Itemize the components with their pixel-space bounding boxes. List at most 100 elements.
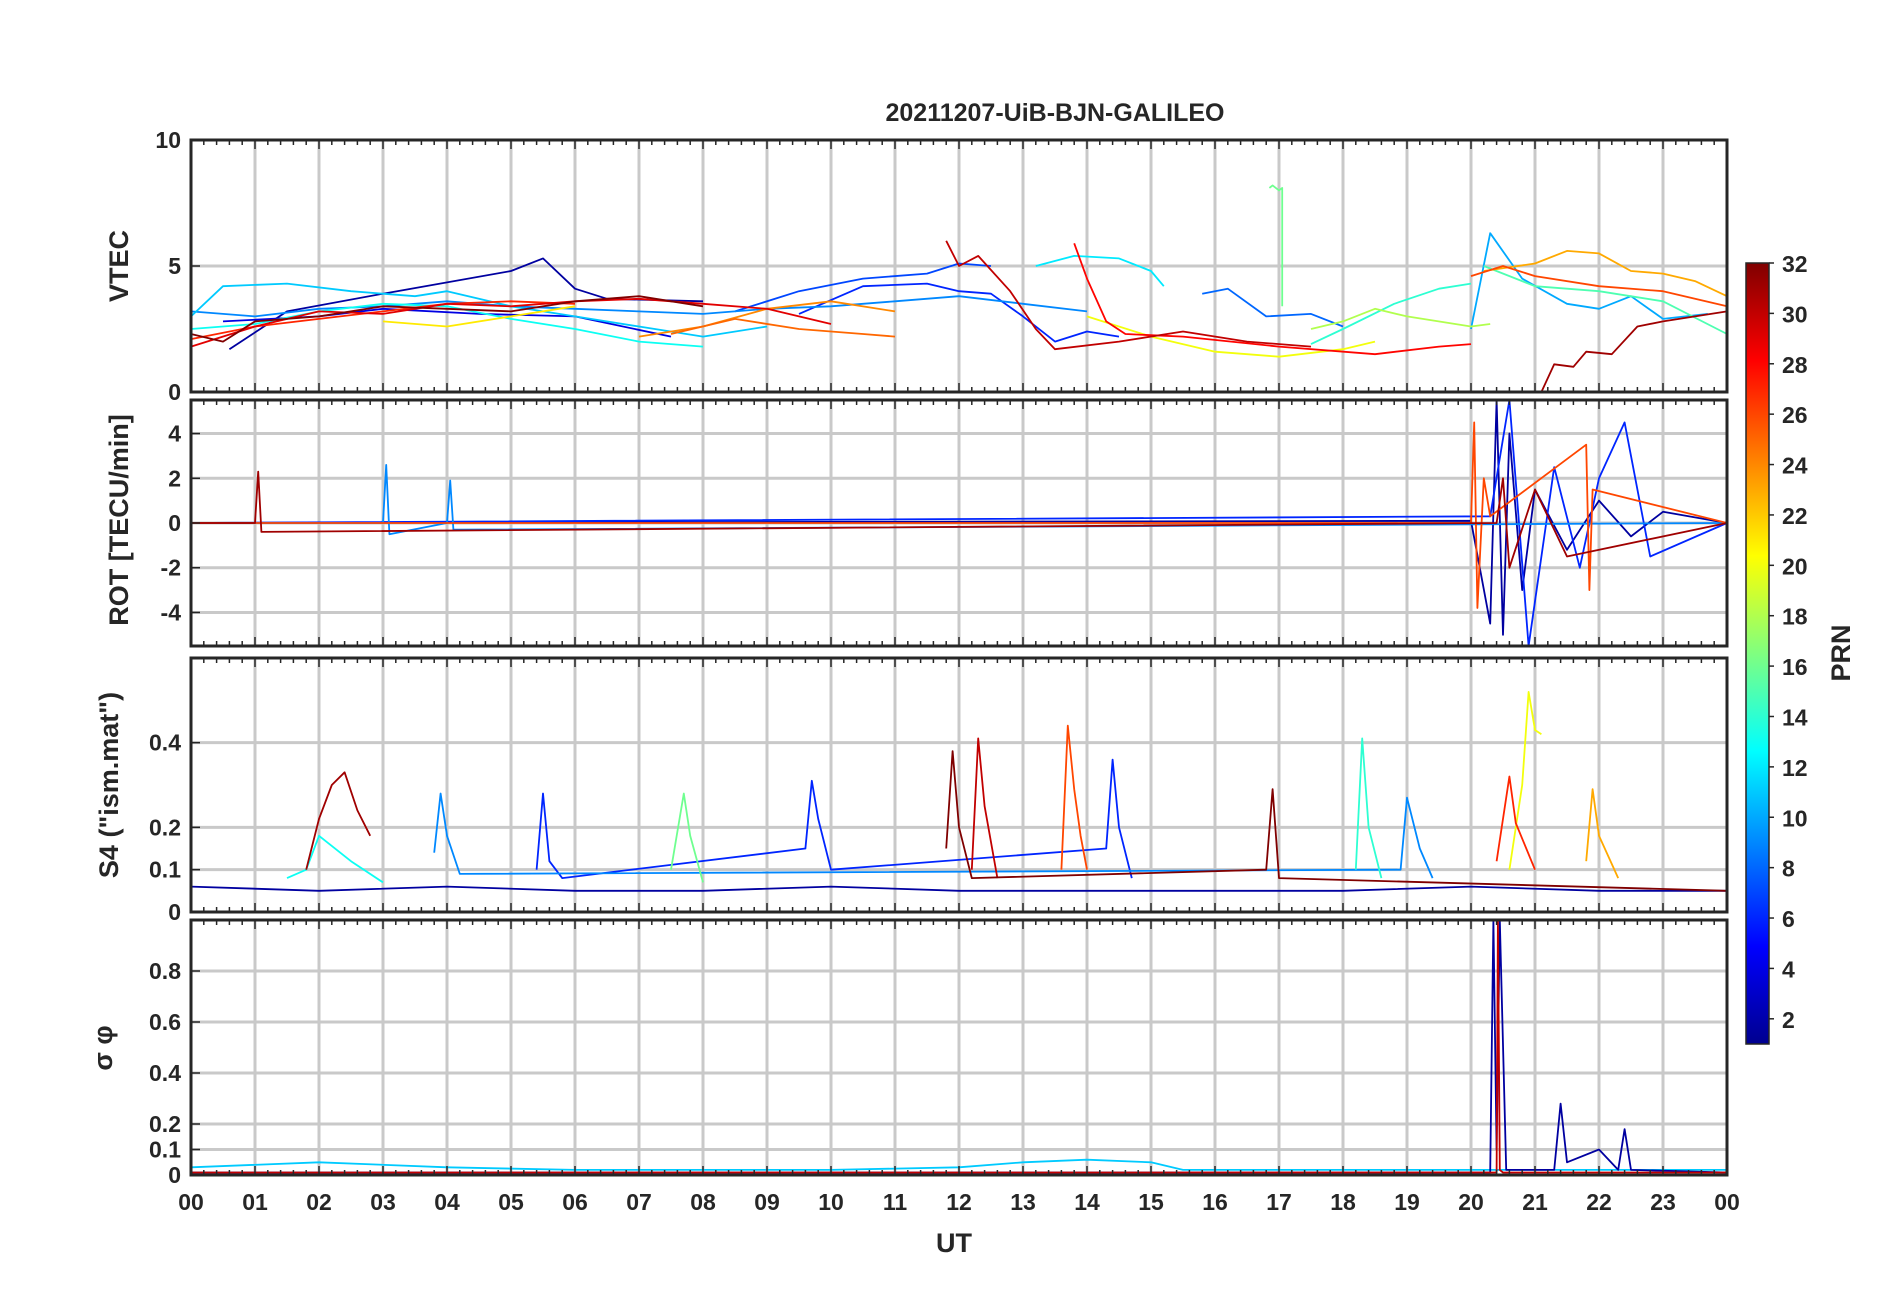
y-tick-label: 0 [168,1162,181,1188]
x-tick-label: 17 [1266,1189,1292,1215]
x-axis-label: UT [936,1228,972,1258]
y-tick-label: 0.1 [149,857,181,883]
panel-sigma-phi: 00.10.2 0.4 0.6 0.8 σ φ 00 01 02 03 04 05 06 07 08 09 1… [88,918,1740,1215]
y-tick-label: 0 [168,510,181,536]
series-prn-32 [190,295,704,343]
series-prn-9 [191,463,1728,536]
x-tick-label: 06 [562,1189,588,1215]
series-prn-30 [970,737,999,879]
colorbar-tick-label: 4 [1782,956,1795,982]
series-prn-26 [191,421,1728,609]
colorbar-tick-label: 22 [1782,503,1808,529]
y-tick-label: 10 [155,127,181,153]
panel-rot: -4 -2 0 2 4 ROT [TECU/min] [104,398,1729,648]
x-tick-label: 00 [178,1189,204,1215]
x-tick-label: 01 [242,1189,268,1215]
y-tick-label: 0.2 [149,1111,181,1137]
y-axis-label: ROT [TECU/min] [104,414,134,625]
colorbar-tick-label: 6 [1782,906,1795,932]
series-prn-6 [535,758,1133,879]
series-prn-6 [798,282,1120,343]
colorbar-tick-label: 18 [1782,604,1808,630]
series-prn-26 [1060,724,1088,870]
y-tick-label: 0.4 [149,1060,181,1086]
x-tick-label: 15 [1138,1189,1164,1215]
x-tick-label: 20 [1458,1189,1484,1215]
colorbar-tick-label: 20 [1782,553,1808,579]
colorbar-tick-label: 14 [1782,704,1808,730]
y-tick-label: 0.8 [149,958,181,984]
y-tick-label: 0.2 [149,814,181,840]
y-axis-label: S4 ("ism.mat") [94,692,124,878]
x-tick-label: 07 [626,1189,652,1215]
series-prn-2 [190,399,1728,636]
colorbar-tick-label: 24 [1782,453,1808,479]
y-tick-label: 5 [168,253,181,279]
colorbar-tick-label: 30 [1782,301,1808,327]
series-prn-6 [190,399,1728,647]
x-tick-label: 16 [1202,1189,1228,1215]
series-prn-2 [191,919,1728,1174]
series-prn-23 [1585,788,1620,879]
series-prn-26 [1470,265,1728,308]
series-prn-14 [1310,282,1472,345]
y-tick-label: 0.6 [149,1009,181,1035]
series-prn-25 [670,317,896,338]
series-prn-13 [286,834,384,884]
series-prn-16 [670,792,704,883]
x-tick-label: 10 [818,1189,844,1215]
x-tick-label: 00 [1714,1189,1740,1215]
series-prn-8 [1202,287,1344,328]
x-tick-label: 22 [1586,1189,1612,1215]
y-tick-label: 4 [168,421,181,447]
series-prn-12 [1035,254,1165,287]
colorbar-tick-label: 10 [1782,805,1808,831]
y-tick-label: 0 [168,899,181,925]
colorbar-tick-label: 28 [1782,352,1808,378]
x-tick-label: 11 [883,1189,908,1215]
y-tick-label: 0.1 [149,1137,181,1163]
series-prn-31 [191,470,1728,569]
x-tick-label: 21 [1522,1189,1548,1215]
series-prn-29 [190,297,832,348]
series-prn-20 [1508,691,1542,870]
series-prn-20 [1086,315,1376,358]
colorbar-scale [1745,262,1770,1045]
x-tick-label: 08 [690,1189,716,1215]
series-prn-18 [1310,307,1491,330]
x-tick-label: 03 [370,1189,396,1215]
y-tick-label: 0.4 [149,730,181,756]
colorbar-tick-label: 32 [1782,251,1808,277]
series-prn-2 [190,885,1727,892]
series-prn-2 [228,257,704,350]
series-prn-14 [1354,737,1383,879]
x-tick-label: 04 [434,1189,460,1215]
x-tick-label: 19 [1394,1189,1420,1215]
series-prn-21 [382,305,576,328]
series-prn-28 [1073,242,1472,356]
x-tick-label: 02 [306,1189,332,1215]
panel-vtec: 0 5 10 VTEC [104,127,1729,405]
x-tick-label: 05 [498,1189,524,1215]
y-tick-label: -4 [161,599,182,625]
series-prn-27 [1495,775,1536,871]
series-prn-15 [1483,265,1728,335]
x-tick-label: 13 [1010,1189,1036,1215]
panel-s4: 0 0.1 0.2 0.4 S4 ("ism.mat") [94,656,1729,925]
series-prn-11 [190,282,768,338]
x-tick-label: 09 [754,1189,780,1215]
colorbar-label: PRN [1826,624,1856,681]
series-prn-31 [305,771,372,870]
series-prn-10 [1470,232,1708,330]
chart-title: 20211207-UiB-BJN-GALILEO [885,99,1224,127]
y-axis-label: σ φ [88,1025,118,1070]
series-prn-23 [1483,249,1728,298]
series-prn-9 [433,792,1434,879]
series-prn-31 [1540,310,1728,393]
colorbar-tick-label: 12 [1782,755,1808,781]
x-tick-label: 14 [1074,1189,1100,1215]
series-prn-16 [1268,184,1284,307]
y-axis-label: VTEC [104,230,134,302]
